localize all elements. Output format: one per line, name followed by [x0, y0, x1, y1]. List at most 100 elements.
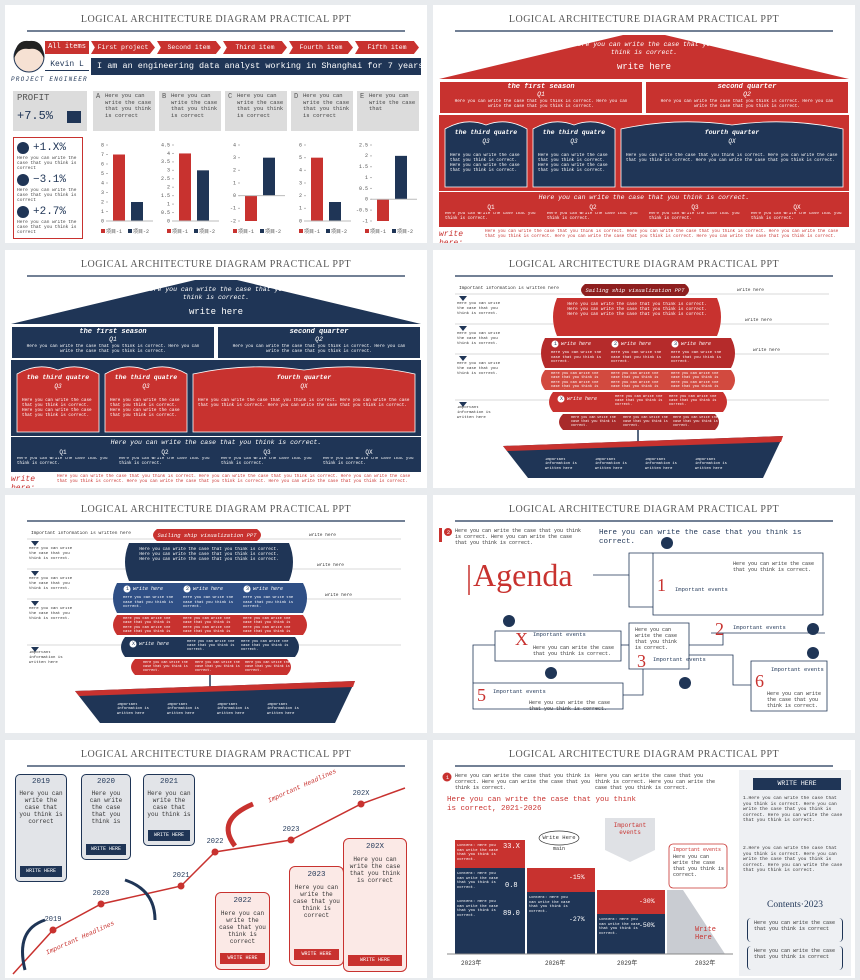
value-label: 33.X	[503, 843, 520, 851]
card-letter: E	[360, 93, 365, 101]
legend-label: 项目-1	[238, 229, 254, 235]
roof-sub: write here	[188, 307, 243, 317]
top-box	[645, 81, 849, 114]
guide-marker	[459, 402, 467, 407]
cell-text: Here you can write the case that you thi…	[615, 395, 663, 408]
step-num: 1	[553, 341, 557, 347]
slide-shapes	[439, 520, 833, 712]
y-tick-label: 1	[167, 201, 170, 207]
top-left-note: Important information is written here	[459, 286, 559, 291]
y-tick-label: 1	[233, 180, 236, 186]
guide-marker	[31, 541, 39, 546]
cell-text: Here you can write the case that you thi…	[673, 416, 718, 428]
box-text: Here you can write the case that you thi…	[232, 344, 406, 354]
box-text: Here you can write the case that you thi…	[660, 99, 834, 109]
block	[455, 868, 525, 954]
y-tick-label: 3	[167, 168, 170, 174]
legend-label: 项目-1	[172, 229, 188, 235]
pct-label: -50%	[639, 922, 655, 929]
cell-text: Here you can write the case that you thi…	[183, 626, 231, 634]
name: Kevin L	[45, 58, 89, 71]
footer-text: Here you can write the case that you thi…	[485, 229, 839, 239]
year-label: 2023年	[461, 960, 482, 967]
box-q: Q1	[537, 91, 545, 98]
y-tick-label: 0	[101, 218, 104, 224]
all-items: All items	[45, 41, 89, 54]
box-q: QX	[300, 383, 308, 390]
bar	[245, 195, 257, 221]
card	[93, 91, 155, 131]
point-label: 2019	[44, 916, 62, 924]
band-text: Here you can write the case that you thi…	[445, 212, 536, 221]
legend-swatch	[392, 229, 396, 233]
card-text: Here you can write the case that you thi…	[237, 93, 284, 119]
icon	[545, 667, 557, 679]
cell-text: Here you can write the case that you thi…	[195, 661, 240, 673]
mid-box	[620, 121, 844, 188]
box-text: Here you can write the case that you thi…	[22, 398, 92, 418]
slide: LOGICAL ARCHITECTURE DIAGRAM PRACTICAL P…	[5, 495, 427, 733]
left-note: Here you can write the case that you thi…	[29, 607, 73, 621]
block	[597, 890, 665, 914]
right-label: write here	[317, 563, 345, 568]
note: Here you can write the case that you thi…	[595, 773, 716, 791]
y-tick-label: 4	[233, 142, 236, 148]
item-text: Here you can write the case that you thi…	[533, 645, 615, 657]
cell-text: Here you can write the case that you thi…	[611, 372, 659, 380]
legend-swatch	[326, 229, 330, 233]
timeline-point	[211, 848, 219, 856]
y-tick-label: 6	[101, 161, 104, 167]
item-num: 5	[477, 685, 486, 705]
sail-text: Here you can write the case that you thi…	[139, 547, 279, 563]
mid-box	[104, 366, 188, 433]
y-tick-label: 0	[365, 197, 368, 203]
slide-shapes	[439, 30, 849, 227]
y-tick-label: 2	[167, 185, 170, 191]
step-label: write here	[621, 341, 652, 347]
box-heading: the third quatre	[114, 374, 178, 381]
band-text: Here you can write the case that you thi…	[119, 457, 210, 466]
band-text: Here you can write the case that you thi…	[649, 212, 740, 221]
item-label: Important events	[493, 689, 546, 695]
card	[225, 91, 287, 131]
box-heading: the first season	[79, 328, 147, 336]
card-letter: D	[294, 93, 299, 101]
band-q: Q3	[691, 204, 699, 211]
card-year: 2023	[307, 871, 326, 879]
legend-swatch	[194, 229, 198, 233]
profit-icon	[67, 111, 81, 123]
box-text: Here you can write the case that you thi…	[450, 153, 520, 173]
bar-text: Content: Here you can write the case tha…	[457, 844, 499, 862]
sail	[131, 659, 291, 675]
box-q: Q3	[482, 138, 490, 145]
point-label: 2020	[92, 890, 110, 898]
tab: Second item	[157, 41, 221, 54]
legend-swatch	[128, 229, 132, 233]
cell-text: Here you can write the case that you thi…	[123, 617, 171, 625]
pct-label: -15%	[569, 874, 585, 881]
legend-swatch	[167, 229, 171, 233]
step-label: write here	[567, 396, 598, 402]
y-tick-label: -1	[362, 218, 368, 224]
connector	[472, 682, 624, 710]
sail	[549, 392, 727, 412]
cell-text: Here you can write the case that you thi…	[241, 640, 289, 653]
slide: LOGICAL ARCHITECTURE DIAGRAM PRACTICAL P…	[5, 740, 427, 978]
arc-arrow	[225, 801, 254, 848]
legend-label: 项目-1	[370, 229, 386, 235]
legend-label: 项目-1	[304, 229, 320, 235]
box-q: QX	[728, 138, 736, 145]
y-tick-label: 5	[299, 155, 302, 161]
box-text: Here you can write the case that you thi…	[198, 398, 410, 408]
hull-text: Important information is written here	[167, 703, 199, 716]
note-badge-num: 2	[446, 529, 451, 536]
bar-text: Content: Here you can write the case tha…	[599, 918, 641, 936]
cell-text: Here you can write the case that you thi…	[187, 640, 235, 653]
box-q: Q2	[743, 91, 751, 98]
bubble	[538, 830, 580, 846]
connector	[472, 644, 495, 683]
note-badge	[444, 528, 452, 536]
right-label: write here	[325, 593, 353, 598]
connector	[689, 654, 751, 686]
box-q: Q2	[315, 336, 323, 343]
